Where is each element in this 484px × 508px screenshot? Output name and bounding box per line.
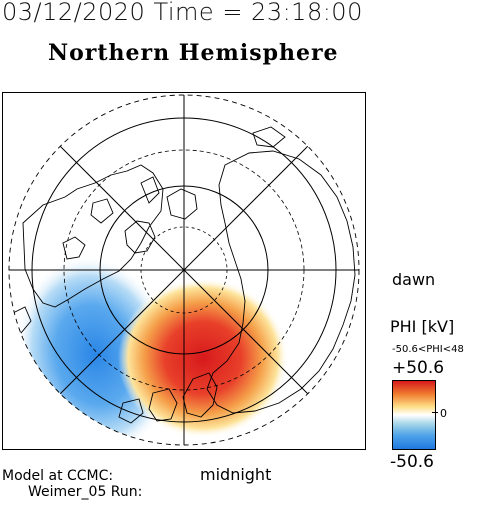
colorbar-zero-tick <box>432 412 438 413</box>
hemisphere-title: Northern Hemisphere <box>48 40 339 66</box>
model-label: Model at CCMC: <box>2 468 114 484</box>
longitude-meridians <box>9 95 359 445</box>
outer-boundary <box>8 94 360 446</box>
run-label: Weimer_05 Run: <box>28 484 143 500</box>
colorbar <box>392 380 436 450</box>
polar-map-frame <box>2 92 366 450</box>
colorbar-zero-label: 0 <box>440 407 447 420</box>
positive-potential-cell <box>118 278 288 438</box>
colorbar-min-label: -50.6 <box>390 452 434 472</box>
colorbar-range-text: -50.6<PHI<48 <box>392 344 464 355</box>
colorbar-title: PHI [kV] <box>390 317 455 336</box>
polar-map <box>8 94 360 446</box>
timestamp-title: 03/12/2020 Time = 23:18:00 <box>2 0 363 26</box>
midnight-label: midnight <box>200 465 272 484</box>
colorbar-max-label: +50.6 <box>392 358 445 378</box>
dawn-label: dawn <box>392 270 436 289</box>
